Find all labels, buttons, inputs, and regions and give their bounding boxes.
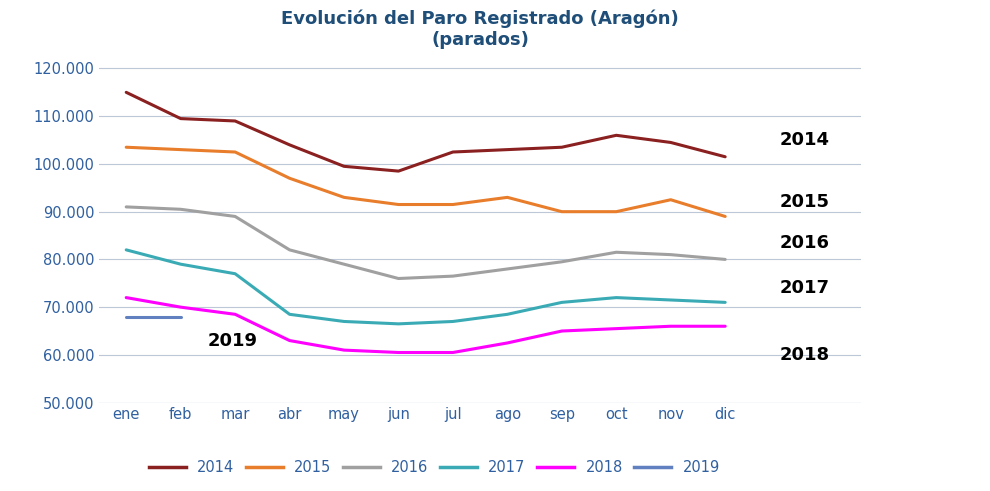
2018 (665, 323, 677, 329)
2017 (338, 319, 350, 325)
Text: 2016: 2016 (780, 234, 830, 252)
2017 (555, 300, 567, 305)
2014 (555, 144, 567, 150)
2017 (121, 247, 133, 253)
2019 (174, 314, 186, 320)
2015 (121, 144, 133, 150)
2016 (665, 252, 677, 258)
2014 (446, 149, 458, 155)
Legend: 2014, 2015, 2016, 2017, 2018, 2019: 2014, 2015, 2016, 2017, 2018, 2019 (144, 455, 726, 481)
Line: 2018: 2018 (127, 298, 725, 353)
2017 (174, 261, 186, 267)
2015 (229, 149, 242, 155)
2017 (283, 311, 295, 317)
2015 (392, 202, 405, 208)
2018 (719, 323, 731, 329)
Text: 2014: 2014 (780, 131, 830, 149)
2014 (174, 116, 186, 122)
2014 (338, 164, 350, 169)
2018 (338, 347, 350, 353)
2018 (446, 350, 458, 355)
Text: 2019: 2019 (208, 331, 258, 350)
2014 (283, 142, 295, 148)
2014 (665, 139, 677, 145)
2019 (121, 314, 133, 320)
2015 (446, 202, 458, 208)
2015 (283, 175, 295, 181)
2018 (501, 340, 513, 346)
2014 (121, 89, 133, 95)
Line: 2014: 2014 (127, 92, 725, 171)
2018 (174, 304, 186, 310)
Line: 2015: 2015 (127, 147, 725, 217)
2016 (174, 206, 186, 212)
2017 (501, 311, 513, 317)
2014 (229, 118, 242, 124)
2015 (665, 197, 677, 203)
2018 (555, 328, 567, 334)
2016 (121, 204, 133, 210)
2014 (501, 147, 513, 153)
2017 (665, 297, 677, 303)
2015 (174, 147, 186, 153)
2018 (229, 311, 242, 317)
2016 (392, 275, 405, 281)
2014 (719, 154, 731, 160)
2017 (229, 271, 242, 277)
2017 (446, 319, 458, 325)
Text: 2018: 2018 (780, 346, 830, 364)
2016 (338, 261, 350, 267)
2018 (121, 295, 133, 300)
2017 (719, 300, 731, 305)
2016 (610, 249, 622, 255)
Text: 2015: 2015 (780, 193, 830, 211)
Text: 2017: 2017 (780, 279, 830, 297)
2017 (392, 321, 405, 327)
2016 (501, 266, 513, 272)
2016 (283, 247, 295, 253)
2014 (610, 133, 622, 138)
2016 (719, 256, 731, 262)
2017 (610, 295, 622, 300)
2015 (555, 209, 567, 215)
Line: 2017: 2017 (127, 250, 725, 324)
2016 (229, 214, 242, 219)
Line: 2016: 2016 (127, 207, 725, 278)
2015 (719, 214, 731, 219)
2015 (610, 209, 622, 215)
2018 (392, 350, 405, 355)
2014 (392, 168, 405, 174)
Title: Evolución del Paro Registrado (Aragón)
(parados): Evolución del Paro Registrado (Aragón) (… (281, 10, 679, 49)
2018 (283, 338, 295, 344)
2015 (501, 194, 513, 200)
2016 (555, 259, 567, 265)
2018 (610, 326, 622, 331)
2016 (446, 273, 458, 279)
2015 (338, 194, 350, 200)
